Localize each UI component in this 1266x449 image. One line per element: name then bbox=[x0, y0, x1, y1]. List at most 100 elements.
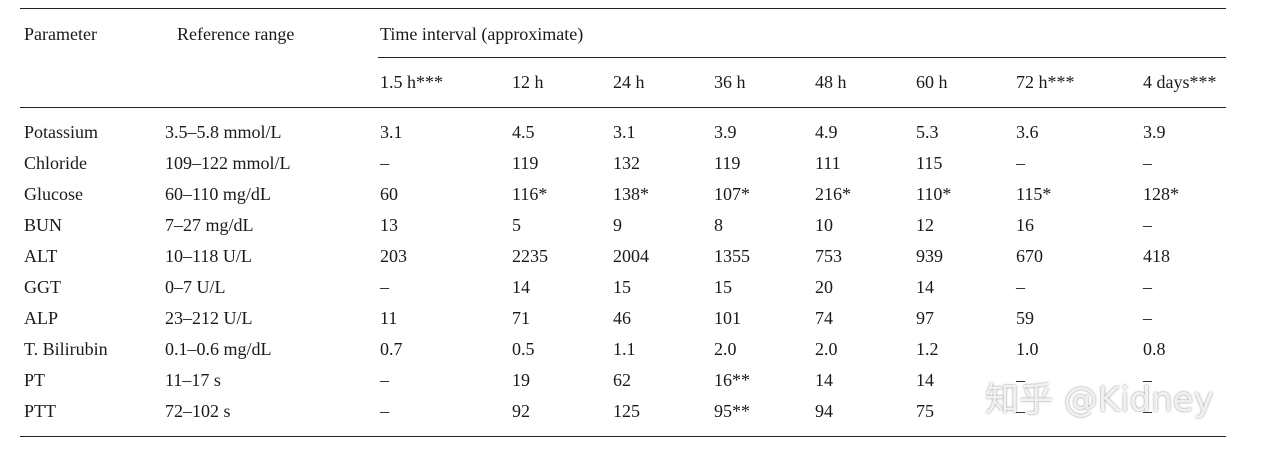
parameter-cell: ALP bbox=[24, 308, 59, 328]
value-cell: 12 bbox=[916, 215, 934, 235]
time-header: 12 h bbox=[512, 72, 544, 92]
value-cell: 14 bbox=[916, 277, 934, 297]
value-cell: 71 bbox=[512, 308, 530, 328]
parameter-cell: BUN bbox=[24, 215, 63, 235]
value-cell: 19 bbox=[512, 370, 530, 390]
value-cell: 14 bbox=[815, 370, 833, 390]
value-cell: 2004 bbox=[613, 246, 649, 266]
header-cell: Parameter bbox=[24, 24, 97, 44]
value-cell: 46 bbox=[613, 308, 631, 328]
value-cell: 3.9 bbox=[714, 122, 737, 142]
parameter-cell: Potassium bbox=[24, 122, 99, 142]
value-cell: 72–102 s bbox=[165, 401, 231, 421]
value-cell: – bbox=[1016, 153, 1025, 173]
value-cell: 119 bbox=[512, 153, 539, 173]
value-cell: 3.6 bbox=[1016, 122, 1039, 142]
value-cell: 5.3 bbox=[916, 122, 939, 142]
header-cell: Reference range bbox=[177, 24, 295, 44]
time-header: 72 h*** bbox=[1016, 72, 1075, 92]
parameter-cell: Chloride bbox=[24, 153, 87, 173]
time-header: 48 h bbox=[815, 72, 847, 92]
value-cell: 132 bbox=[613, 153, 640, 173]
top-rule bbox=[20, 8, 1226, 10]
value-cell: – bbox=[1143, 370, 1152, 390]
value-cell: 10–118 U/L bbox=[165, 246, 252, 266]
value-cell: – bbox=[380, 153, 389, 173]
time-header: 24 h bbox=[613, 72, 645, 92]
value-cell: 0.8 bbox=[1143, 339, 1166, 359]
value-cell: 9 bbox=[613, 215, 622, 235]
value-cell: – bbox=[1143, 308, 1152, 328]
header-cell: Time interval (approximate) bbox=[380, 24, 584, 44]
value-cell: – bbox=[380, 401, 389, 421]
time-header: 36 h bbox=[714, 72, 746, 92]
value-cell: – bbox=[380, 370, 389, 390]
bottom-rule bbox=[20, 436, 1226, 438]
value-cell: 5 bbox=[512, 215, 521, 235]
value-cell: 0.5 bbox=[512, 339, 535, 359]
value-cell: 111 bbox=[815, 153, 841, 173]
value-cell: 16 bbox=[1016, 215, 1034, 235]
value-cell: 94 bbox=[815, 401, 833, 421]
value-cell: 418 bbox=[1143, 246, 1170, 266]
value-cell: 15 bbox=[714, 277, 732, 297]
value-cell: – bbox=[1143, 153, 1152, 173]
value-cell: 23–212 U/L bbox=[165, 308, 253, 328]
time-header: 1.5 h*** bbox=[380, 72, 443, 92]
parameter-cell: GGT bbox=[24, 277, 61, 297]
value-cell: 101 bbox=[714, 308, 741, 328]
value-cell: – bbox=[1143, 277, 1152, 297]
group-rule bbox=[378, 57, 1226, 58]
value-cell: 3.1 bbox=[613, 122, 636, 142]
value-cell: 7–27 mg/dL bbox=[165, 215, 254, 235]
parameter-cell: Glucose bbox=[24, 184, 83, 204]
value-cell: 92 bbox=[512, 401, 530, 421]
value-cell: – bbox=[1016, 277, 1025, 297]
value-cell: 60–110 mg/dL bbox=[165, 184, 271, 204]
value-cell: 1.0 bbox=[1016, 339, 1039, 359]
value-cell: 3.9 bbox=[1143, 122, 1166, 142]
value-cell: 75 bbox=[916, 401, 934, 421]
value-cell: 11 bbox=[380, 308, 398, 328]
value-cell: 13 bbox=[380, 215, 398, 235]
value-cell: 3.5–5.8 mmol/L bbox=[165, 122, 282, 142]
value-cell: 119 bbox=[714, 153, 741, 173]
time-header: 4 days*** bbox=[1143, 72, 1217, 92]
value-cell: 59 bbox=[1016, 308, 1034, 328]
value-cell: 125 bbox=[613, 401, 640, 421]
value-cell: 14 bbox=[916, 370, 934, 390]
value-cell: 2.0 bbox=[714, 339, 737, 359]
parameter-cell: T. Bilirubin bbox=[24, 339, 108, 359]
value-cell: 20 bbox=[815, 277, 833, 297]
time-header: 60 h bbox=[916, 72, 948, 92]
value-cell: 97 bbox=[916, 308, 934, 328]
value-cell: 4.5 bbox=[512, 122, 535, 142]
value-cell: 110* bbox=[916, 184, 952, 204]
value-cell: 203 bbox=[380, 246, 407, 266]
value-cell: 0.7 bbox=[380, 339, 403, 359]
value-cell: 11–17 s bbox=[165, 370, 221, 390]
parameter-cell: ALT bbox=[24, 246, 58, 266]
value-cell: 14 bbox=[512, 277, 530, 297]
watermark: 知乎 @Kidney bbox=[985, 380, 1214, 420]
value-cell: 138* bbox=[613, 184, 649, 204]
value-cell: 0.1–0.6 mg/dL bbox=[165, 339, 272, 359]
value-cell: 60 bbox=[380, 184, 398, 204]
value-cell: – bbox=[1016, 370, 1025, 390]
value-cell: – bbox=[1016, 401, 1025, 421]
value-cell: – bbox=[380, 277, 389, 297]
value-cell: 1.1 bbox=[613, 339, 636, 359]
value-cell: 128* bbox=[1143, 184, 1179, 204]
value-cell: 0–7 U/L bbox=[165, 277, 226, 297]
value-cell: 4.9 bbox=[815, 122, 838, 142]
value-cell: 74 bbox=[815, 308, 833, 328]
value-cell: 16** bbox=[714, 370, 750, 390]
value-cell: 116* bbox=[512, 184, 548, 204]
value-cell: 2235 bbox=[512, 246, 548, 266]
value-cell: 8 bbox=[714, 215, 723, 235]
value-cell: 115* bbox=[1016, 184, 1052, 204]
value-cell: 95** bbox=[714, 401, 750, 421]
value-cell: 115 bbox=[916, 153, 943, 173]
value-cell: 107* bbox=[714, 184, 750, 204]
